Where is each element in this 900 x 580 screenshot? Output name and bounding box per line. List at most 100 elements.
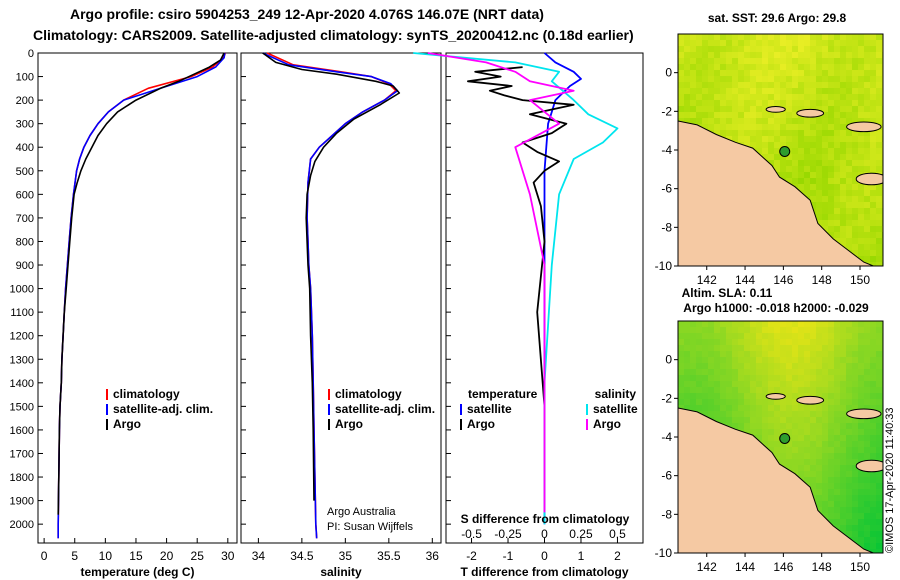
map-cell <box>696 34 702 40</box>
map-cell <box>816 507 822 513</box>
map-cell <box>876 321 882 327</box>
map-cell <box>798 453 804 459</box>
map-cell <box>798 34 804 40</box>
map-cell <box>720 64 726 70</box>
map-cell <box>702 357 708 363</box>
map-cell <box>714 76 720 82</box>
map-cell <box>834 100 840 106</box>
map-cell <box>870 52 876 58</box>
map-cell <box>708 64 714 70</box>
map-cell <box>822 423 828 429</box>
map-cell <box>828 495 834 501</box>
map-cell <box>690 405 696 411</box>
map-cell <box>762 351 768 357</box>
map-cell <box>858 531 864 537</box>
map-cell <box>864 387 870 393</box>
map-cell <box>732 64 738 70</box>
map-cell <box>840 76 846 82</box>
map-cell <box>858 148 864 154</box>
map-cell <box>792 465 798 471</box>
map-cell <box>714 52 720 58</box>
map-cell <box>870 525 876 531</box>
map-cell <box>720 124 726 130</box>
map-cell <box>816 76 822 82</box>
map-cell <box>744 327 750 333</box>
x-tick-label: 5 <box>71 549 78 563</box>
map-cell <box>864 483 870 489</box>
map-cell <box>840 363 846 369</box>
map-cell <box>690 387 696 393</box>
map-cell <box>840 148 846 154</box>
map-cell <box>828 52 834 58</box>
map-cell <box>750 94 756 100</box>
map-cell <box>732 333 738 339</box>
map-cell <box>828 208 834 214</box>
map-cell <box>684 381 690 387</box>
map-cell <box>840 387 846 393</box>
map-cell <box>840 381 846 387</box>
map-cell <box>876 166 882 172</box>
map-cell <box>774 70 780 76</box>
map-cell <box>726 411 732 417</box>
y-tick-label: 200 <box>16 95 34 107</box>
map-cell <box>696 46 702 52</box>
map-cell <box>834 130 840 136</box>
map-cell <box>816 214 822 220</box>
map-cell <box>834 477 840 483</box>
map-cell <box>762 148 768 154</box>
map-cell <box>750 40 756 46</box>
map-cell <box>678 100 684 106</box>
map-cell <box>816 220 822 226</box>
map-cell <box>816 178 822 184</box>
map-cell <box>792 351 798 357</box>
map-cell <box>834 369 840 375</box>
map-cell <box>876 154 882 160</box>
map-cell <box>798 345 804 351</box>
map-cell <box>846 46 852 52</box>
map-cell <box>792 453 798 459</box>
map-cell <box>786 118 792 124</box>
map-cell <box>690 58 696 64</box>
map-cell <box>834 351 840 357</box>
map-cell <box>852 333 858 339</box>
map-cell <box>792 52 798 58</box>
map-cell <box>702 333 708 339</box>
map-cell <box>870 256 876 262</box>
map-cell <box>720 321 726 327</box>
map-cell <box>738 94 744 100</box>
map-cell <box>768 423 774 429</box>
map-cell <box>756 34 762 40</box>
map-cell <box>732 40 738 46</box>
map-cell <box>876 226 882 232</box>
map-cell <box>678 88 684 94</box>
series-line-temperature-argo <box>466 66 575 513</box>
y-tick-label: 100 <box>16 72 34 84</box>
map-cell <box>846 226 852 232</box>
map-cell <box>786 339 792 345</box>
map-cell <box>804 423 810 429</box>
map-cell <box>714 387 720 393</box>
map-cell <box>864 543 870 549</box>
map-cell <box>822 226 828 232</box>
map-cell <box>702 70 708 76</box>
series-line-satellite-adj--clim- <box>262 52 399 539</box>
map-cell <box>864 166 870 172</box>
map-cell <box>708 369 714 375</box>
map-cell <box>792 148 798 154</box>
map-cell <box>714 100 720 106</box>
map-cell <box>774 405 780 411</box>
map-cell <box>858 58 864 64</box>
map-cell <box>702 375 708 381</box>
map-cell <box>822 190 828 196</box>
map-cell <box>864 369 870 375</box>
map-cell <box>804 375 810 381</box>
map-cell <box>828 166 834 172</box>
map-cell <box>858 100 864 106</box>
map-cell <box>726 34 732 40</box>
map-cell <box>828 196 834 202</box>
map-cell <box>846 459 852 465</box>
map-cell <box>858 369 864 375</box>
map-cell <box>762 435 768 441</box>
